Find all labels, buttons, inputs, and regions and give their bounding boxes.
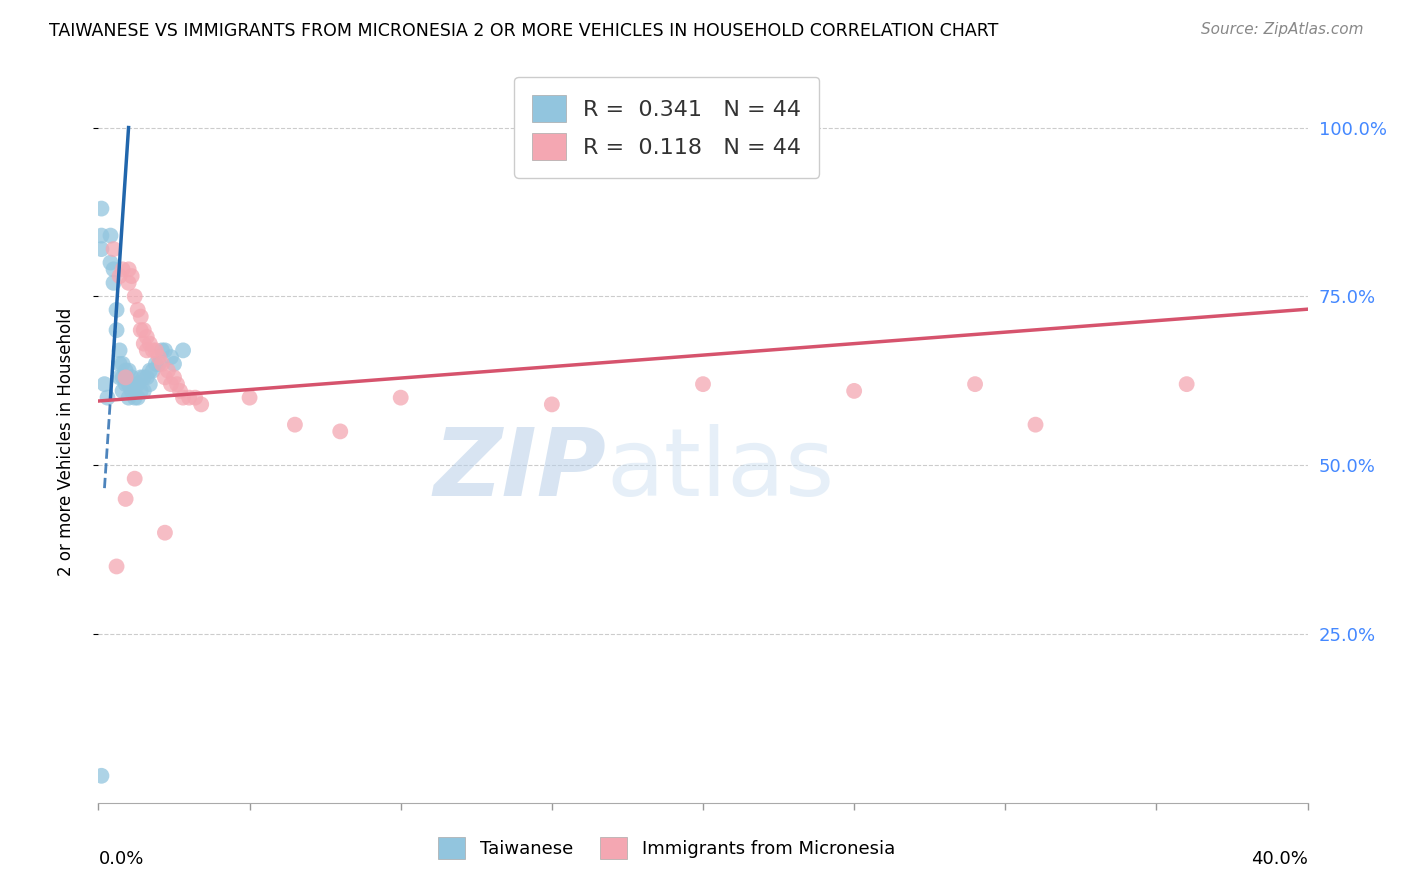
Point (132, 370, 155, 384)
Y-axis label: 2 or more Vehicles in Household: 2 or more Vehicles in Household (56, 308, 75, 575)
Point (179, 391, 201, 405)
Point (118, 276, 141, 290)
Point (114, 377, 136, 392)
Text: 40.0%: 40.0% (1251, 850, 1308, 868)
Point (692, 377, 714, 392)
Point (965, 377, 987, 392)
Point (108, 269, 131, 284)
Point (118, 391, 141, 405)
Text: TAIWANESE VS IMMIGRANTS FROM MICRONESIA 2 OR MORE VEHICLES IN HOUSEHOLD CORRELAT: TAIWANESE VS IMMIGRANTS FROM MICRONESIA … (49, 22, 998, 40)
Point (124, 289, 146, 303)
Text: 0.0%: 0.0% (98, 850, 143, 868)
Point (163, 370, 186, 384)
Point (129, 323, 152, 337)
Point (100, 228, 122, 243)
Point (142, 343, 165, 358)
Text: atlas: atlas (606, 425, 835, 516)
Point (118, 262, 141, 277)
Point (103, 242, 125, 256)
Point (163, 357, 186, 371)
Point (121, 384, 143, 398)
Point (184, 391, 207, 405)
Point (190, 397, 212, 411)
Point (169, 384, 191, 398)
Point (153, 343, 176, 358)
Point (103, 262, 125, 277)
Point (124, 391, 146, 405)
Point (153, 370, 176, 384)
Point (148, 350, 170, 364)
Point (145, 357, 167, 371)
Point (160, 350, 183, 364)
Point (127, 391, 149, 405)
Point (121, 269, 143, 284)
Point (108, 343, 131, 358)
Point (1175, 377, 1198, 392)
Point (111, 262, 134, 277)
Point (166, 377, 188, 392)
Point (108, 370, 131, 384)
Point (239, 391, 262, 405)
Point (142, 364, 165, 378)
Point (160, 377, 183, 392)
Point (118, 364, 141, 378)
Text: ZIP: ZIP (433, 425, 606, 516)
Point (132, 323, 155, 337)
Point (153, 525, 176, 540)
Point (100, 255, 122, 269)
Point (105, 302, 128, 317)
Point (124, 472, 146, 486)
Point (129, 310, 152, 324)
Point (105, 323, 128, 337)
Point (132, 384, 155, 398)
Point (844, 384, 866, 398)
Point (150, 357, 173, 371)
Point (148, 357, 170, 371)
Point (1024, 417, 1046, 432)
Point (145, 343, 167, 358)
Point (139, 377, 162, 392)
Point (111, 384, 134, 398)
Point (90, 769, 112, 783)
Point (135, 343, 157, 358)
Point (118, 377, 141, 392)
Point (90, 202, 112, 216)
Point (135, 330, 157, 344)
Point (284, 417, 307, 432)
Point (172, 343, 194, 358)
Point (389, 391, 412, 405)
Point (156, 364, 179, 378)
Text: Source: ZipAtlas.com: Source: ZipAtlas.com (1201, 22, 1364, 37)
Point (124, 377, 146, 392)
Point (129, 370, 152, 384)
Point (105, 559, 128, 574)
Point (135, 370, 157, 384)
Legend: Taiwanese, Immigrants from Micronesia: Taiwanese, Immigrants from Micronesia (432, 830, 903, 866)
Point (127, 377, 149, 392)
Point (540, 397, 562, 411)
Point (93, 377, 115, 392)
Point (96, 391, 118, 405)
Point (129, 384, 152, 398)
Point (114, 364, 136, 378)
Point (114, 370, 136, 384)
Point (132, 336, 155, 351)
Point (90, 228, 112, 243)
Point (90, 242, 112, 256)
Point (121, 370, 143, 384)
Point (172, 391, 194, 405)
Point (103, 276, 125, 290)
Point (150, 343, 173, 358)
Point (139, 336, 162, 351)
Point (111, 370, 134, 384)
Point (127, 302, 149, 317)
Point (111, 357, 134, 371)
Point (139, 364, 162, 378)
Point (114, 491, 136, 506)
Point (108, 357, 131, 371)
Point (329, 425, 352, 439)
